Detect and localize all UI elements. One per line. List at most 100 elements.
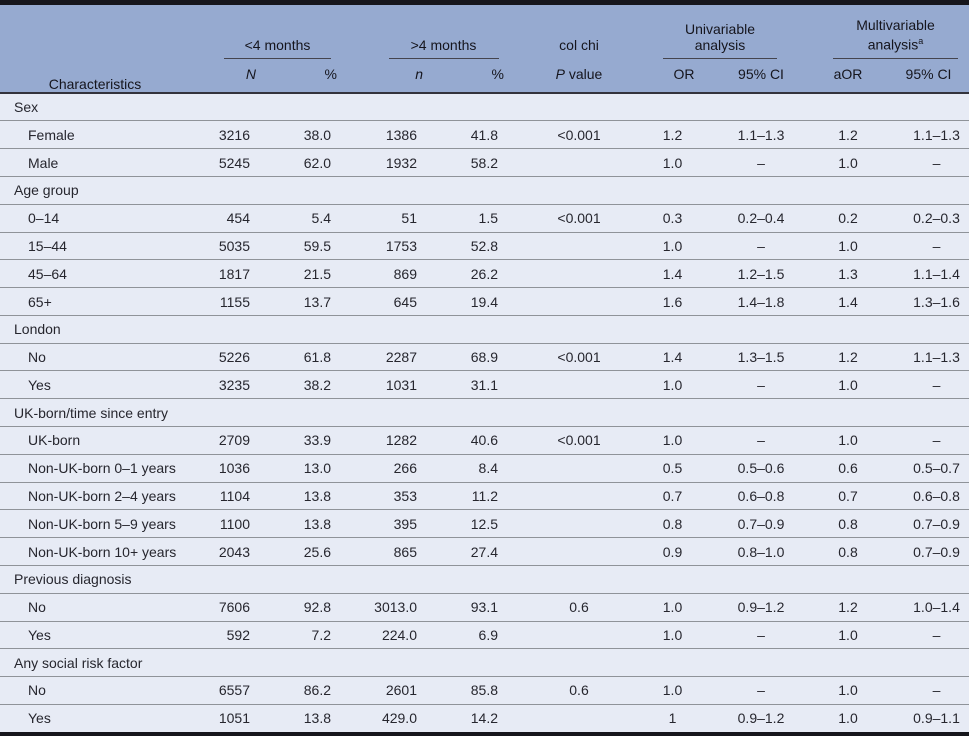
table-row: Yes 3235 38.2 1031 31.1 1.0–1.0–	[0, 370, 969, 399]
section-label: London	[0, 314, 969, 344]
cell-aOR: 0.8	[808, 537, 888, 566]
column-header-p-value: P value	[504, 58, 654, 94]
cell-aOR: 1.0	[808, 620, 888, 649]
cell-95ci-univariable: –	[714, 426, 808, 455]
cell-pct-1: 5.4	[256, 203, 337, 233]
cell-OR: 1.0	[654, 592, 714, 621]
cell-pct-2: 1.5	[423, 203, 504, 233]
cell-p-value: 0.6	[504, 592, 654, 621]
cell-pct-2: 27.4	[423, 537, 504, 566]
cell-pct-2: 12.5	[423, 509, 504, 538]
row-label: 15–44	[0, 231, 190, 260]
row-label: No	[0, 676, 190, 705]
column-header-n: n	[337, 58, 423, 94]
table-row: UK-born 2709 33.9 1282 40.6 <0.001 1.0–1.0–	[0, 426, 969, 455]
cell-p-value	[504, 453, 654, 483]
cell-aOR: 1.2	[808, 120, 888, 149]
cell-N: 5226	[190, 342, 256, 371]
cell-95ci-multivariable: 1.1–1.3	[888, 342, 969, 371]
cell-aOR: 1.0	[808, 148, 888, 177]
column-header-pct-2: %	[423, 58, 504, 94]
table-row: Yes 1051 13.8 429.0 14.2 1 0.9–1.2 1.0 0.9–1.1	[0, 703, 969, 732]
table-row: Yes 592 7.2 224.0 6.9 1.0–1.0–	[0, 620, 969, 649]
section-header-row: London	[0, 314, 969, 344]
row-label: 65+	[0, 287, 190, 316]
section-label: UK-born/time since entry	[0, 398, 969, 427]
cell-95ci-multivariable: 0.7–0.9	[888, 537, 969, 566]
cell-n: 1932	[337, 148, 423, 177]
cell-95ci-univariable: 1.3–1.5	[714, 342, 808, 371]
cell-aOR: 1.0	[808, 703, 888, 732]
section-header-row: Any social risk factor	[0, 648, 969, 677]
header-spanner-row: Characteristics <4 months >4 months col …	[0, 5, 969, 94]
row-label: Non-UK-born 0–1 years	[0, 453, 190, 483]
cell-aOR: 0.2	[808, 203, 888, 233]
cell-pct-1: 92.8	[256, 592, 337, 621]
cell-N: 5035	[190, 231, 256, 260]
cell-95ci-multivariable: 0.6–0.8	[888, 481, 969, 510]
cell-pct-1: 62.0	[256, 148, 337, 177]
cell-pct-1: 61.8	[256, 342, 337, 371]
cell-pct-1: 59.5	[256, 231, 337, 260]
table-row: 45–64 1817 21.5 869 26.2 1.4 1.2–1.5 1.3 1.1–1.4	[0, 259, 969, 288]
row-label: No	[0, 342, 190, 371]
cell-pct-2: 41.8	[423, 120, 504, 149]
row-label: Yes	[0, 703, 190, 732]
cell-N: 1155	[190, 287, 256, 316]
cell-pct-1: 7.2	[256, 620, 337, 649]
table-row: No 7606 92.8 3013.0 93.1 0.6 1.0 0.9–1.2 1.2 1.0–…	[0, 592, 969, 621]
table-row: No 6557 86.2 2601 85.8 0.6 1.0–1.0–	[0, 676, 969, 705]
cell-pct-1: 86.2	[256, 676, 337, 705]
cell-95ci-univariable: 1.1–1.3	[714, 120, 808, 149]
cell-95ci-multivariable: 1.0–1.4	[888, 592, 969, 621]
cell-pct-2: 85.8	[423, 676, 504, 705]
row-label: Yes	[0, 620, 190, 649]
cell-95ci-univariable: 0.6–0.8	[714, 481, 808, 510]
cell-n: 1386	[337, 120, 423, 149]
cell-pct-1: 33.9	[256, 426, 337, 455]
cell-n: 353	[337, 481, 423, 510]
table-top-rule	[0, 0, 969, 5]
cell-OR: 1.0	[654, 148, 714, 177]
cell-pct-2: 58.2	[423, 148, 504, 177]
cell-N: 1100	[190, 509, 256, 538]
cell-n: 224.0	[337, 620, 423, 649]
cell-OR: 0.7	[654, 481, 714, 510]
cell-OR: 1.0	[654, 370, 714, 399]
group-header-col-chi: col chi	[504, 5, 654, 59]
cell-OR: 1.0	[654, 676, 714, 705]
col-chi-label: col chi	[559, 36, 599, 53]
cell-95ci-univariable: 0.9–1.2	[714, 703, 808, 732]
cell-aOR: 1.2	[808, 592, 888, 621]
row-label: Female	[0, 120, 190, 149]
column-header-OR: OR	[654, 58, 714, 94]
cell-n: 1282	[337, 426, 423, 455]
table-header: Characteristics <4 months >4 months col …	[0, 5, 969, 94]
section-label: Any social risk factor	[0, 648, 969, 677]
cell-N: 592	[190, 620, 256, 649]
cell-OR: 0.5	[654, 453, 714, 483]
section-header-row: Sex	[0, 92, 969, 121]
table-body: Sex Female 3216 38.0 1386 41.8 <0.001 1.2 1.1–1.…	[0, 92, 969, 732]
cell-aOR: 1.3	[808, 259, 888, 288]
cell-N: 454	[190, 203, 256, 233]
cell-pct-1: 38.2	[256, 370, 337, 399]
cell-aOR: 1.0	[808, 426, 888, 455]
cell-OR: 1.2	[654, 120, 714, 149]
row-label: Male	[0, 148, 190, 177]
cell-95ci-multivariable: 0.5–0.7	[888, 453, 969, 483]
cell-p-value	[504, 259, 654, 288]
cell-OR: 1.4	[654, 342, 714, 371]
cell-95ci-multivariable: –	[888, 148, 969, 177]
section-header-row: Age group	[0, 176, 969, 205]
cell-p-value	[504, 148, 654, 177]
section-label: Previous diagnosis	[0, 564, 969, 594]
cell-95ci-multivariable: –	[888, 676, 969, 705]
cell-95ci-univariable: 0.9–1.2	[714, 592, 808, 621]
cell-aOR: 0.6	[808, 453, 888, 483]
cell-n: 1753	[337, 231, 423, 260]
cell-N: 1036	[190, 453, 256, 483]
cell-p-value: <0.001	[504, 426, 654, 455]
cell-95ci-univariable: 1.4–1.8	[714, 287, 808, 316]
row-label: Non-UK-born 10+ years	[0, 537, 190, 566]
